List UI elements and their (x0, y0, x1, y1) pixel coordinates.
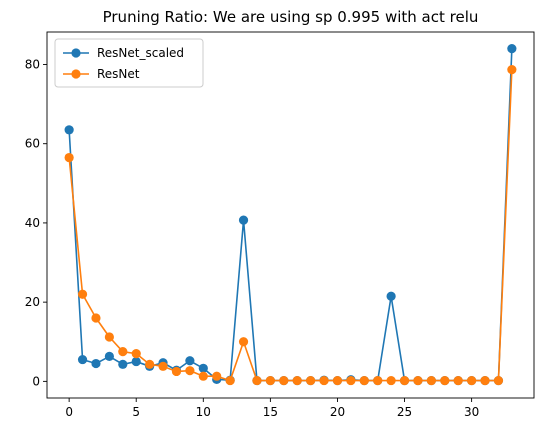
data-point (252, 375, 262, 386)
x-tick-label: 20 (330, 405, 345, 419)
data-point (158, 361, 168, 371)
series-1 (64, 65, 517, 386)
data-point (104, 351, 114, 362)
data-point (480, 375, 490, 386)
legend-item-1: ResNet (63, 67, 140, 81)
legend-label: ResNet_scaled (97, 46, 184, 60)
series-layer (64, 44, 517, 386)
legend-item-0: ResNet_scaled (63, 46, 184, 60)
data-point (91, 358, 101, 369)
data-point (212, 371, 222, 381)
data-point (292, 375, 302, 386)
x-tick-label: 5 (132, 405, 140, 419)
chart-title: Pruning Ratio: We are using sp 0.995 wit… (103, 8, 479, 26)
data-point (238, 337, 249, 347)
data-point (440, 375, 450, 386)
legend-marker (71, 69, 81, 79)
data-point (145, 359, 155, 369)
data-point (399, 375, 410, 386)
data-point (118, 359, 128, 369)
x-tick-label: 10 (196, 405, 211, 419)
data-point (198, 363, 208, 373)
legend: ResNet_scaled ResNet (54, 38, 204, 88)
data-point (91, 313, 101, 323)
legend-box (54, 38, 204, 88)
data-point (104, 332, 114, 342)
data-point (332, 375, 343, 386)
data-point (185, 366, 195, 376)
data-point (279, 375, 289, 386)
legend-label: ResNet (97, 67, 140, 81)
legend-marker (71, 48, 81, 58)
data-point (198, 371, 208, 381)
data-point (507, 65, 517, 75)
data-point (238, 215, 249, 225)
x-tick-label: 0 (65, 405, 73, 419)
axes-layer: 0 5 10 15 20 25 30 0 20 40 60 80 (25, 31, 535, 419)
y-tick-label: 80 (25, 57, 40, 71)
y-tick-label: 20 (25, 295, 40, 309)
data-point (346, 375, 356, 386)
x-tick-label: 15 (263, 405, 278, 419)
data-point (319, 375, 329, 386)
data-point (453, 375, 463, 386)
data-point (413, 375, 423, 386)
y-tick-label: 0 (32, 374, 40, 388)
data-point (386, 375, 396, 386)
data-point (77, 289, 88, 299)
data-point (386, 291, 396, 301)
data-point (373, 375, 383, 386)
data-point (467, 375, 477, 386)
data-point (426, 375, 436, 386)
x-tick-label: 25 (397, 405, 412, 419)
data-point (225, 375, 235, 386)
data-point (131, 349, 141, 359)
data-point (64, 125, 74, 135)
series-line (68, 69, 513, 382)
data-point (185, 356, 195, 366)
data-point (493, 375, 504, 386)
data-point (306, 375, 316, 386)
plot-frame (46, 31, 535, 399)
data-point (507, 44, 517, 54)
y-tick-label: 60 (25, 137, 40, 151)
data-point (265, 375, 275, 386)
x-tick-label: 30 (464, 405, 479, 419)
data-point (77, 354, 88, 365)
y-tick-label: 40 (25, 216, 40, 230)
data-point (131, 356, 141, 367)
data-point (171, 366, 182, 377)
data-point (359, 375, 369, 386)
data-point (118, 347, 128, 357)
data-point (64, 152, 74, 163)
